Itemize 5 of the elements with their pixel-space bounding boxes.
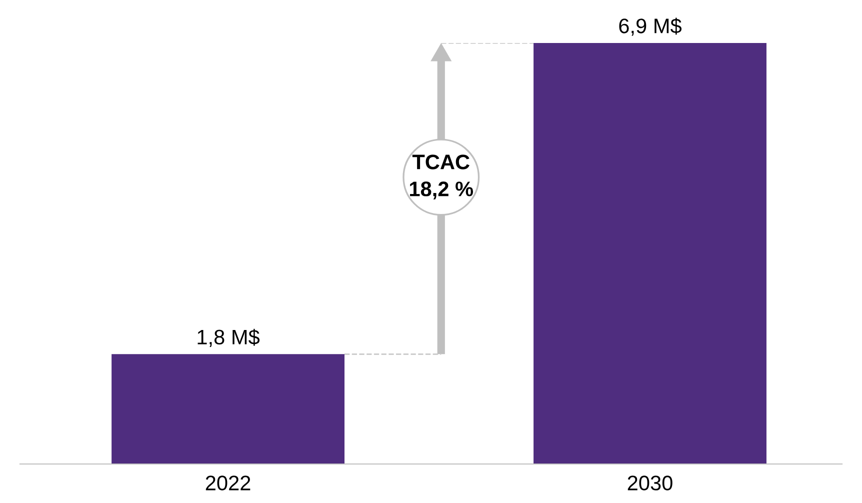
data-label: 1,8 M$ <box>198 328 260 347</box>
x-tick-label: 2022 <box>206 476 250 490</box>
data-label: 6,9 M$ <box>619 18 682 36</box>
annotation: TCAC 18,2 % <box>410 154 474 200</box>
x-tick-label: 2030 <box>628 476 672 490</box>
